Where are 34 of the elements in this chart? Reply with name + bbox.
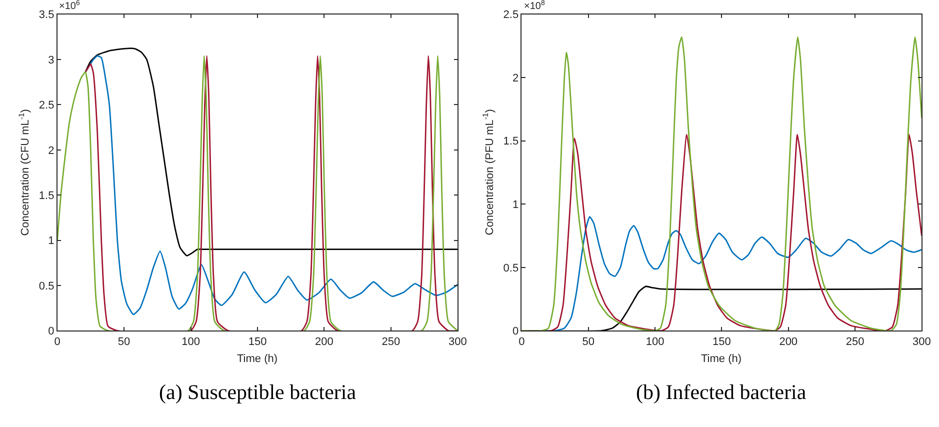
x-tick-label: 300 bbox=[912, 336, 931, 348]
text: ×10$^{6}$ bbox=[59, 0, 80, 12]
x-tick-label: 200 bbox=[779, 336, 798, 348]
text: (a) Susceptible bacteria bbox=[159, 380, 357, 404]
y-tick-label: 2 bbox=[48, 144, 54, 157]
x-tick-label: 250 bbox=[846, 336, 864, 348]
y-tick-label: 2.5 bbox=[38, 100, 54, 112]
y-tick-label: 0.5 bbox=[38, 280, 54, 292]
x-tick-label: 50 bbox=[582, 336, 594, 348]
line-series bbox=[522, 36, 922, 331]
y-tick-label: 1 bbox=[512, 198, 519, 211]
x-tick-label: 150 bbox=[248, 336, 267, 348]
x-tick-label: 300 bbox=[448, 336, 467, 348]
y-tick-label: 0 bbox=[512, 326, 519, 338]
y-tick-label: 2.5 bbox=[503, 9, 519, 22]
y-tick-label: 2 bbox=[512, 72, 519, 84]
x-tick-label: 100 bbox=[646, 336, 664, 348]
y-tick-label: 1.5 bbox=[38, 190, 54, 202]
x-axis-title: Time (h) bbox=[701, 353, 742, 365]
line-series bbox=[84, 48, 458, 256]
x-tick-label: 100 bbox=[182, 336, 200, 348]
text: (b) Infected bacteria bbox=[636, 380, 807, 404]
x-tick-label: 50 bbox=[118, 336, 130, 348]
x-tick-label: 150 bbox=[712, 336, 731, 348]
y-tick-label: 3.5 bbox=[38, 9, 54, 22]
y-tick-label: 0 bbox=[48, 326, 54, 338]
y-tick-label: 1.5 bbox=[503, 136, 519, 148]
x-tick-label: 250 bbox=[382, 336, 400, 348]
text: ×10$^{8}$ bbox=[524, 0, 545, 12]
y-tick-label: 1 bbox=[48, 235, 54, 248]
y-tick-label: 3 bbox=[48, 54, 54, 66]
x-tick-label: 200 bbox=[315, 336, 334, 348]
y-tick-label: 0.5 bbox=[503, 262, 519, 274]
x-axis-title: Time (h) bbox=[237, 353, 278, 365]
